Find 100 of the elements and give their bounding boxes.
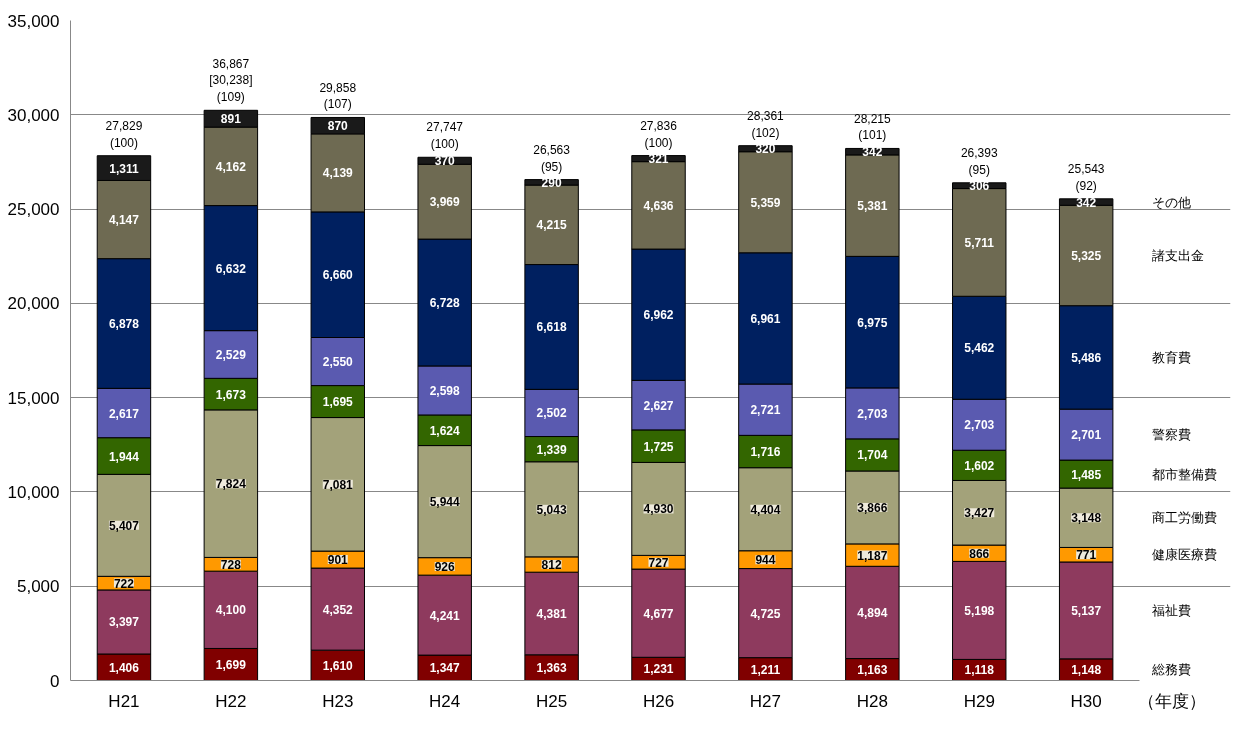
y-tick-label: 30,000 [7,105,60,125]
data-label: 1,716 [750,445,781,460]
x-tick-label: H21 [108,691,140,711]
data-label: 870 [327,119,349,134]
data-label: 1,485 [1071,467,1102,482]
data-label: 728 [220,557,242,572]
data-label: 3,866 [857,500,888,515]
data-label: 4,352 [322,602,354,617]
x-tick-label: H29 [963,691,995,711]
data-label: 2,550 [322,355,354,370]
data-label: 370 [434,154,456,169]
data-label: 771 [1076,548,1097,563]
data-label: 4,162 [215,159,247,174]
data-label: 1,406 [108,660,140,675]
data-label: 4,241 [429,608,461,623]
data-label: 6,618 [536,320,567,335]
data-label: 1,163 [857,663,888,678]
total-label: 25,543 (92) [1067,162,1105,193]
data-label: 4,930 [643,502,674,517]
data-label: 5,711 [964,235,995,250]
data-label: 5,944 [429,495,461,510]
data-label: 6,660 [322,268,354,283]
total-label: 36,867 [30,238] (109) [209,56,253,105]
data-label: 3,397 [108,615,140,630]
x-tick-label: H30 [1070,691,1102,711]
x-tick-label: H26 [642,691,675,711]
data-label: 1,311 [109,161,139,176]
data-label: 1,673 [215,387,247,402]
text: 教育費 [1151,349,1191,365]
data-label: 3,969 [429,195,461,210]
data-label: 5,325 [1071,248,1102,263]
data-label: 2,701 [1071,428,1102,443]
data-label: 5,043 [536,502,567,517]
data-label: 5,407 [108,518,140,533]
data-label: 1,187 [857,548,888,563]
data-label: 1,211 [750,662,781,677]
y-tick-label: 0 [50,671,60,691]
data-label: 891 [220,112,242,127]
data-label: 2,617 [108,406,140,421]
data-label: 944 [755,553,776,568]
data-label: 5,486 [1071,350,1102,365]
data-label: 1,347 [429,661,461,676]
text: 総務費 [1150,662,1191,678]
text: 福祉費 [1151,602,1191,618]
data-label: 6,632 [215,261,247,276]
data-label: 6,728 [429,296,461,311]
text: 健康医療費 [1151,547,1217,563]
data-label: 1,363 [536,661,567,676]
total-label: 27,747 (100) [426,120,464,152]
data-label: 4,636 [643,198,674,213]
data-label: 1,118 [964,663,995,678]
data-label: 4,381 [536,606,567,621]
data-label: 4,404 [750,502,781,517]
data-label: 7,081 [322,477,354,492]
x-tick-label: H27 [749,691,782,711]
x-axis-title: （年度） [1137,691,1206,711]
data-label: 1,699 [215,657,247,672]
data-label: 1,231 [643,662,674,677]
data-label: 1,725 [643,439,674,454]
data-label: 5,137 [1071,603,1102,618]
x-tick-label: H22 [215,691,247,711]
data-label: 5,462 [964,341,995,356]
data-label: 4,894 [857,605,888,620]
data-label: 2,598 [429,383,461,398]
total-label: 27,836 (100) [640,118,678,150]
data-label: 2,502 [536,406,567,421]
total-label: 27,829 (100) [105,118,143,150]
data-label: 901 [327,553,349,568]
data-label: 4,139 [322,166,354,181]
data-label: 4,147 [108,213,140,228]
y-tick-label: 20,000 [7,294,60,314]
data-label: 1,944 [108,449,140,464]
y-tick-label: 15,000 [7,388,60,408]
text: その他 [1151,194,1191,210]
x-tick-label: H23 [322,691,354,711]
text: 都市整備費 [1151,466,1217,482]
total-label: 28,361 (102) [747,108,785,140]
data-label: 866 [969,546,990,561]
data-label: 4,215 [536,218,567,233]
data-label: 1,602 [964,458,995,473]
data-label: 7,824 [215,477,247,492]
text: 諸支出金 [1151,247,1204,263]
data-label: 2,529 [215,347,247,362]
data-label: 4,677 [643,606,674,621]
y-tick-label: 25,000 [7,200,60,220]
data-label: 342 [1076,195,1097,210]
y-tick-label: 35,000 [7,11,60,31]
data-label: 926 [434,559,456,574]
data-label: 1,695 [322,395,354,410]
data-label: 1,148 [1071,663,1102,678]
data-label: 6,878 [108,317,140,331]
data-label: 6,975 [857,315,888,330]
total-label: 26,393 (95) [960,146,998,177]
data-label: 1,339 [536,442,567,457]
data-label: 1,704 [857,448,888,463]
data-label: 812 [541,558,562,573]
data-label: 1,610 [322,658,354,673]
data-label: 6,962 [643,308,674,323]
data-label: 5,359 [750,195,781,210]
data-label: 2,721 [750,403,781,418]
